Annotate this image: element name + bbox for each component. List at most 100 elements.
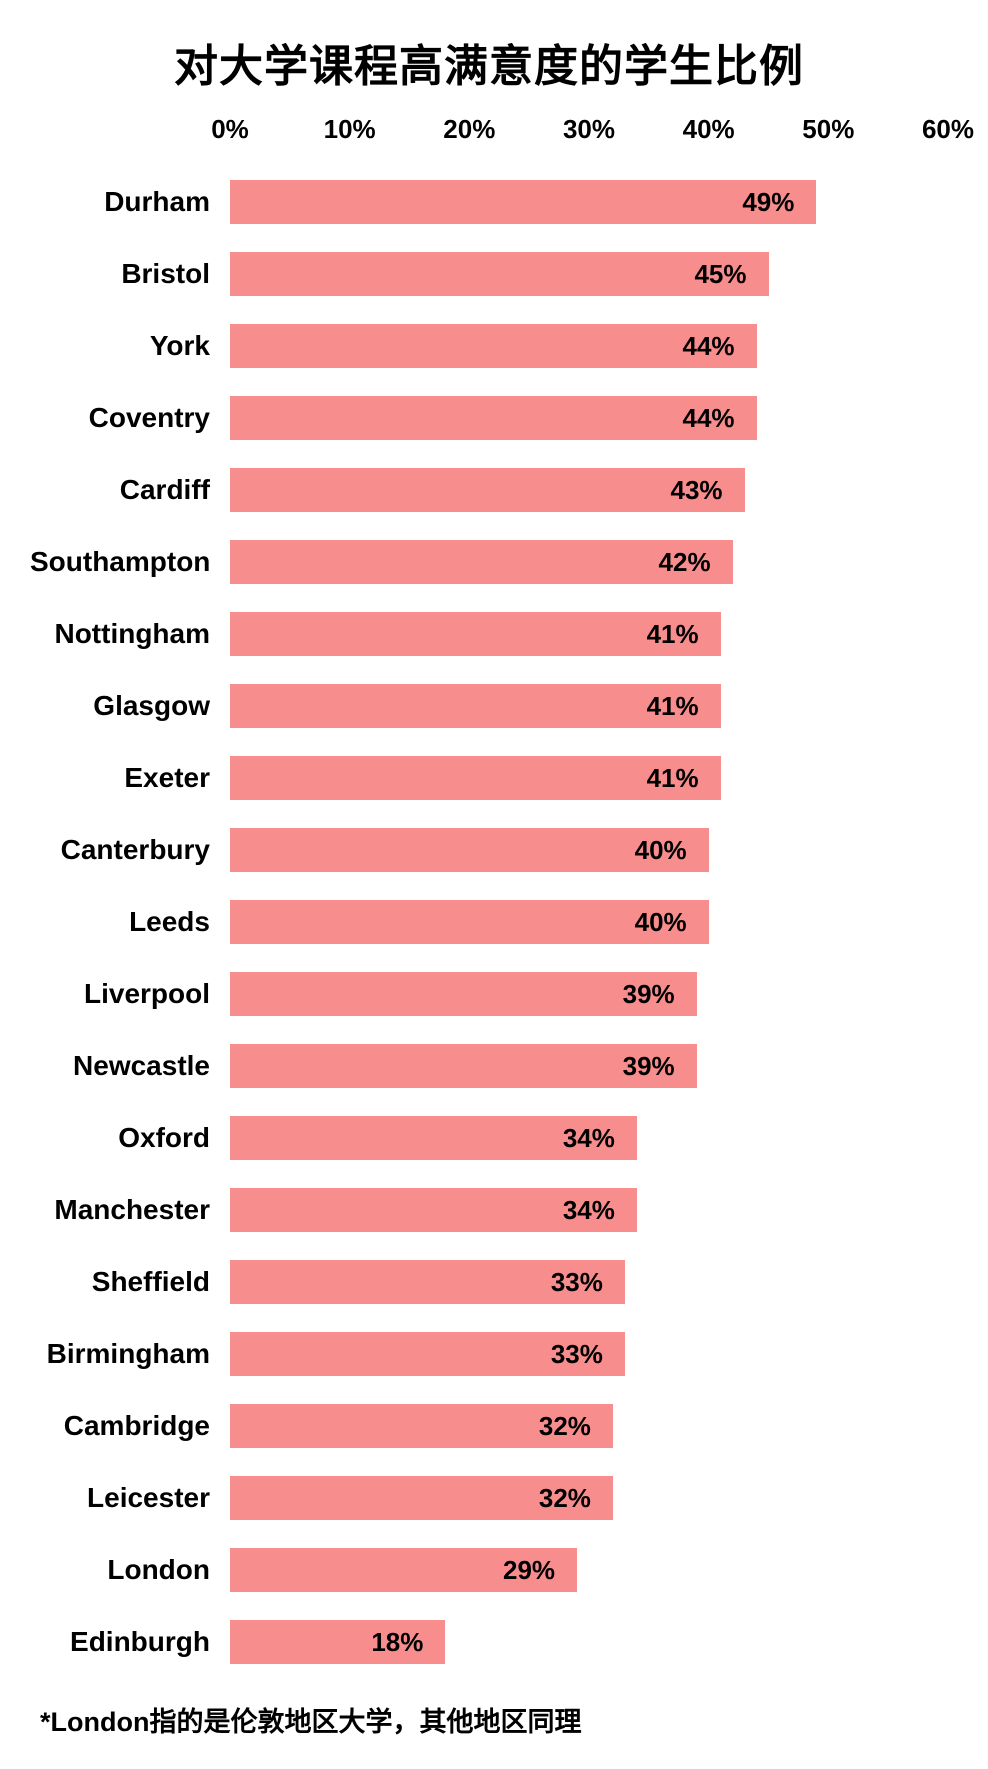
bar-value: 42% bbox=[659, 547, 711, 578]
bar-label: Oxford bbox=[30, 1122, 230, 1154]
bar-label: Southampton bbox=[30, 546, 230, 578]
x-tick: 30% bbox=[563, 114, 615, 145]
bar: 44% bbox=[230, 324, 757, 368]
bar-label: Glasgow bbox=[30, 690, 230, 722]
bar-label: Cambridge bbox=[30, 1410, 230, 1442]
bar-label: Leicester bbox=[30, 1482, 230, 1514]
x-tick: 20% bbox=[443, 114, 495, 145]
bar-row: Glasgow41% bbox=[230, 670, 948, 742]
bar-track: 18% bbox=[230, 1620, 948, 1664]
bar-track: 32% bbox=[230, 1404, 948, 1448]
bar: 44% bbox=[230, 396, 757, 440]
chart-footnote: *London指的是伦敦地区大学，其他地区同理 bbox=[40, 1700, 948, 1739]
bar-value: 44% bbox=[682, 403, 734, 434]
bar: 45% bbox=[230, 252, 769, 296]
bar: 42% bbox=[230, 540, 733, 584]
bar-row: Oxford34% bbox=[230, 1102, 948, 1174]
bar-value: 33% bbox=[551, 1267, 603, 1298]
bar-label: Coventry bbox=[30, 402, 230, 434]
bar-value: 49% bbox=[742, 187, 794, 218]
bar-value: 41% bbox=[647, 763, 699, 794]
x-tick: 40% bbox=[683, 114, 735, 145]
bar-track: 44% bbox=[230, 396, 948, 440]
bar-row: York44% bbox=[230, 310, 948, 382]
bar-track: 41% bbox=[230, 756, 948, 800]
bar-label: Canterbury bbox=[30, 834, 230, 866]
bar-track: 42% bbox=[230, 540, 948, 584]
bar-track: 41% bbox=[230, 684, 948, 728]
bar-value: 40% bbox=[635, 907, 687, 938]
bar-value: 41% bbox=[647, 691, 699, 722]
bar: 41% bbox=[230, 684, 721, 728]
bar: 43% bbox=[230, 468, 745, 512]
bar-value: 33% bbox=[551, 1339, 603, 1370]
bar-value: 43% bbox=[671, 475, 723, 506]
chart-area: 0%10%20%30%40%50%60% Durham49%Bristol45%… bbox=[230, 114, 948, 1678]
bar: 32% bbox=[230, 1476, 613, 1520]
bar-row: Nottingham41% bbox=[230, 598, 948, 670]
bar: 49% bbox=[230, 180, 816, 224]
bar-track: 45% bbox=[230, 252, 948, 296]
bar-label: Liverpool bbox=[30, 978, 230, 1010]
bars-container: Durham49%Bristol45%York44%Coventry44%Car… bbox=[230, 166, 948, 1678]
bar-row: Leeds40% bbox=[230, 886, 948, 958]
bar: 41% bbox=[230, 756, 721, 800]
bar-label: Leeds bbox=[30, 906, 230, 938]
bar-label: Exeter bbox=[30, 762, 230, 794]
bar-label: Sheffield bbox=[30, 1266, 230, 1298]
x-tick: 10% bbox=[324, 114, 376, 145]
bar-row: Southampton42% bbox=[230, 526, 948, 598]
bar-track: 44% bbox=[230, 324, 948, 368]
bar: 40% bbox=[230, 828, 709, 872]
bar-value: 32% bbox=[539, 1411, 591, 1442]
bar-track: 41% bbox=[230, 612, 948, 656]
bar-track: 32% bbox=[230, 1476, 948, 1520]
bar-track: 43% bbox=[230, 468, 948, 512]
bar: 34% bbox=[230, 1116, 637, 1160]
bar-track: 39% bbox=[230, 1044, 948, 1088]
bar: 40% bbox=[230, 900, 709, 944]
bar-track: 40% bbox=[230, 900, 948, 944]
bar-value: 45% bbox=[694, 259, 746, 290]
bar-row: London29% bbox=[230, 1534, 948, 1606]
bar-label: Edinburgh bbox=[30, 1626, 230, 1658]
bar-row: Durham49% bbox=[230, 166, 948, 238]
bar-value: 39% bbox=[623, 1051, 675, 1082]
bar: 32% bbox=[230, 1404, 613, 1448]
bar-label: Birmingham bbox=[30, 1338, 230, 1370]
bar-row: Manchester34% bbox=[230, 1174, 948, 1246]
bar: 34% bbox=[230, 1188, 637, 1232]
bar-value: 29% bbox=[503, 1555, 555, 1586]
bar-track: 34% bbox=[230, 1116, 948, 1160]
x-tick: 50% bbox=[802, 114, 854, 145]
bar-row: Edinburgh18% bbox=[230, 1606, 948, 1678]
bar-row: Cambridge32% bbox=[230, 1390, 948, 1462]
bar-row: Bristol45% bbox=[230, 238, 948, 310]
bar: 29% bbox=[230, 1548, 577, 1592]
bar-label: Durham bbox=[30, 186, 230, 218]
bar-track: 40% bbox=[230, 828, 948, 872]
bar-row: Birmingham33% bbox=[230, 1318, 948, 1390]
bar: 33% bbox=[230, 1260, 625, 1304]
bar-row: Sheffield33% bbox=[230, 1246, 948, 1318]
bar-value: 32% bbox=[539, 1483, 591, 1514]
x-tick: 0% bbox=[211, 114, 249, 145]
bar: 41% bbox=[230, 612, 721, 656]
bar-label: Newcastle bbox=[30, 1050, 230, 1082]
bar-row: Exeter41% bbox=[230, 742, 948, 814]
bar: 39% bbox=[230, 972, 697, 1016]
bar-label: York bbox=[30, 330, 230, 362]
bar-label: Nottingham bbox=[30, 618, 230, 650]
bar-track: 29% bbox=[230, 1548, 948, 1592]
bar: 18% bbox=[230, 1620, 445, 1664]
bar-label: London bbox=[30, 1554, 230, 1586]
bar-row: Canterbury40% bbox=[230, 814, 948, 886]
x-tick: 60% bbox=[922, 114, 974, 145]
bar-row: Newcastle39% bbox=[230, 1030, 948, 1102]
bar-label: Cardiff bbox=[30, 474, 230, 506]
bar-row: Leicester32% bbox=[230, 1462, 948, 1534]
bar: 33% bbox=[230, 1332, 625, 1376]
bar-value: 41% bbox=[647, 619, 699, 650]
bar-value: 34% bbox=[563, 1123, 615, 1154]
chart-title: 对大学课程高满意度的学生比例 bbox=[30, 30, 948, 94]
